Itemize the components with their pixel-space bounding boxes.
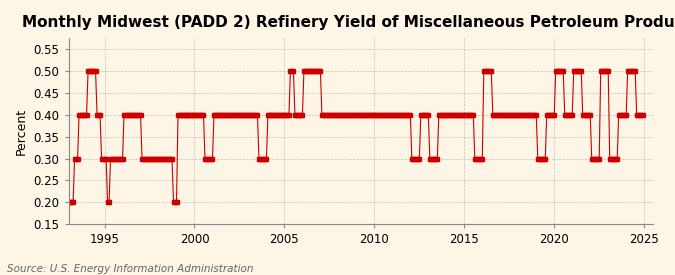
Text: Source: U.S. Energy Information Administration: Source: U.S. Energy Information Administ…	[7, 264, 253, 274]
Y-axis label: Percent: Percent	[15, 108, 28, 155]
Title: Monthly Midwest (PADD 2) Refinery Yield of Miscellaneous Petroleum Products: Monthly Midwest (PADD 2) Refinery Yield …	[22, 15, 675, 30]
